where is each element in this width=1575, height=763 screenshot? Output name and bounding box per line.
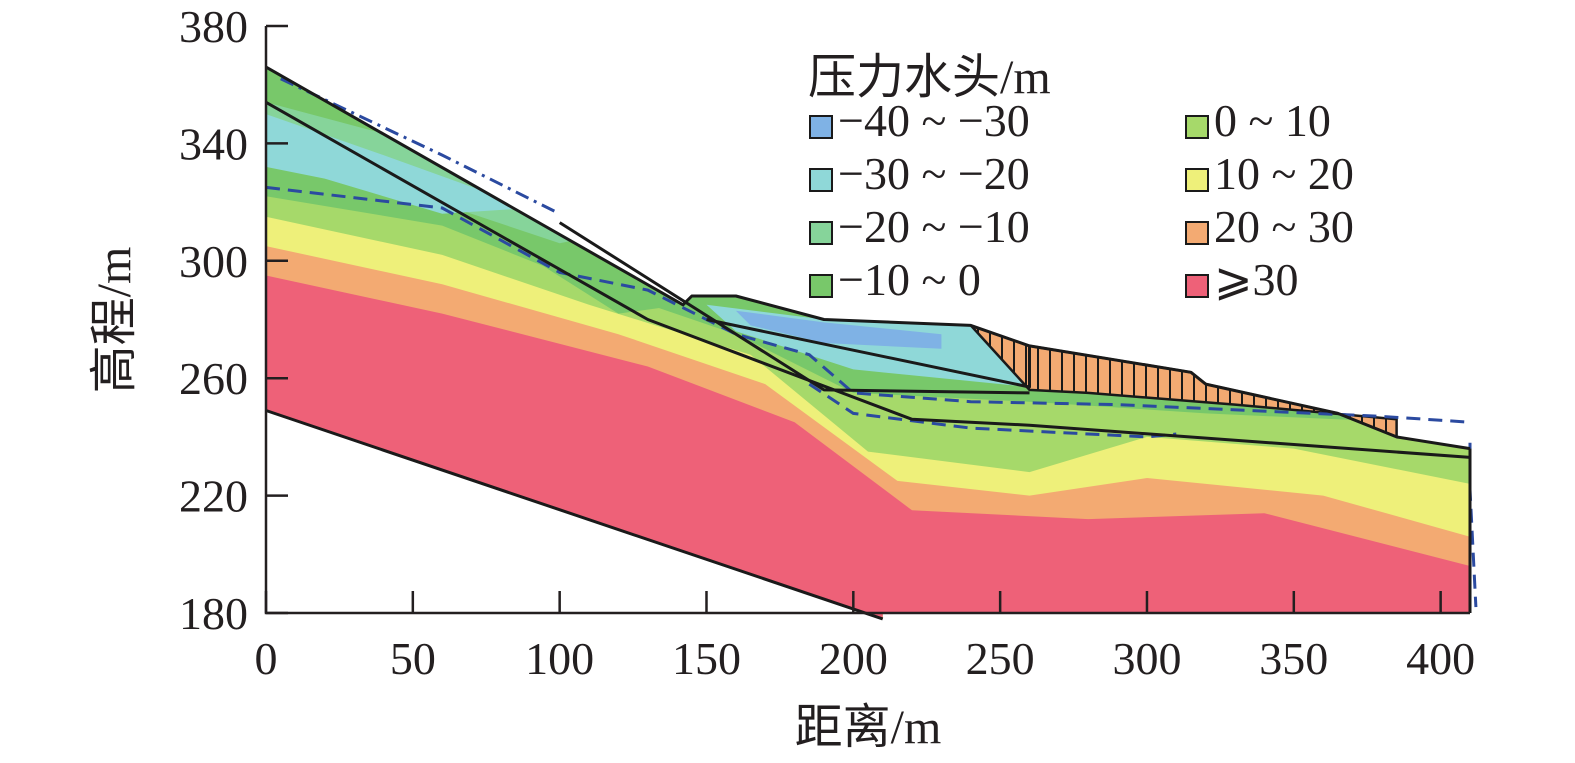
slope-surface-line <box>265 65 1471 451</box>
legend-label-5: 0 ~ 10 <box>1214 95 1331 146</box>
x-tick-label-300: 300 <box>1112 633 1181 684</box>
upper-zone-band-5 <box>735 310 942 349</box>
x-tick-label-350: 350 <box>1259 633 1328 684</box>
y-axis-title: 高程/m <box>88 247 141 394</box>
legend: 压力水头/m −40 ~ −30−30 ~ −20−20 ~ −10−10 ~ … <box>808 51 1354 305</box>
legend-swatch-8 <box>1185 274 1209 298</box>
y-tick-label-260: 260 <box>179 353 248 404</box>
y-tick-label-380: 380 <box>179 1 248 52</box>
legend-label-8: ⩾30 <box>1214 254 1299 305</box>
legend-swatch-1 <box>809 115 833 139</box>
phreatic-line-upper <box>280 77 561 216</box>
legend-swatch-6 <box>1185 168 1209 192</box>
legend-label-6: 10 ~ 20 <box>1214 148 1354 199</box>
x-tick-label-200: 200 <box>819 633 888 684</box>
y-tick-label-180: 180 <box>179 588 248 639</box>
x-tick-label-250: 250 <box>966 633 1035 684</box>
sliding-surface-1 <box>265 100 1471 459</box>
legend-swatch-3 <box>809 221 833 245</box>
legend-label-7: 20 ~ 30 <box>1214 201 1354 252</box>
x-tick-label-100: 100 <box>525 633 594 684</box>
x-tick-label-400: 400 <box>1406 633 1475 684</box>
x-tick-label-50: 50 <box>390 633 436 684</box>
x-tick-label-150: 150 <box>672 633 741 684</box>
overlay-layer <box>265 65 1478 621</box>
legend-swatch-4 <box>809 274 833 298</box>
legend-title: 压力水头/m <box>808 51 1051 104</box>
y-tick-label-340: 340 <box>179 118 248 169</box>
bedrock-line <box>265 409 884 621</box>
legend-swatch-5 <box>1185 115 1209 139</box>
x-tick-label-0: 0 <box>255 633 278 684</box>
sliding-surface-3 <box>706 318 1031 389</box>
axes-layer: 0 50 100 150 200 250 300 350 400 180 220 260 300 340 3… <box>179 1 1475 684</box>
legend-label-2: −30 ~ −20 <box>838 148 1030 199</box>
phreatic-line-1 <box>265 185 1471 424</box>
legend-swatch-7 <box>1185 221 1209 245</box>
x-axis-title: 距离/m <box>795 701 942 754</box>
legend-swatch-2 <box>809 168 833 192</box>
y-tick-label-300: 300 <box>179 236 248 287</box>
legend-label-1: −40 ~ −30 <box>838 95 1030 146</box>
y-tick-label-220: 220 <box>179 471 248 522</box>
legend-label-4: −10 ~ 0 <box>838 254 981 305</box>
legend-label-3: −20 ~ −10 <box>838 201 1030 252</box>
sliding-surface-2 <box>558 221 1030 395</box>
